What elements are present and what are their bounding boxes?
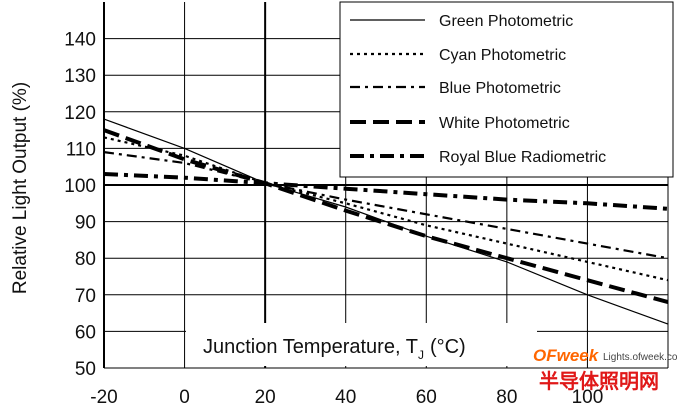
watermark-logo: OFweek Lights.ofweek.com 半导体照明网 <box>533 346 678 393</box>
y-axis-label: Relative Light Output (%) <box>10 82 31 294</box>
x-tick-60: 60 <box>416 387 437 408</box>
y-tick-80: 80 <box>75 249 96 270</box>
x-axis-label-box: Junction Temperature, TJ (°C) <box>186 323 537 366</box>
x-tick-20: 20 <box>255 387 276 408</box>
x-tick-40: 40 <box>335 387 356 408</box>
x-tick-0: 0 <box>179 387 190 408</box>
legend-box <box>339 1 674 178</box>
y-tick-70: 70 <box>75 286 96 307</box>
y-tick-130: 130 <box>64 66 96 87</box>
y-tick-140: 140 <box>64 30 96 51</box>
series-line-0 <box>103 118 669 325</box>
series-line-1 <box>103 136 669 282</box>
y-tick-100: 100 <box>64 176 96 197</box>
x-tick-100: 100 <box>572 387 604 408</box>
y-tick-120: 120 <box>64 103 96 124</box>
series-line-2 <box>103 151 669 260</box>
series-lines <box>103 118 669 325</box>
x-tick--20: -20 <box>90 387 117 408</box>
series-line-3 <box>103 128 669 305</box>
y-tick-90: 90 <box>75 213 96 234</box>
y-tick-50: 50 <box>75 359 96 380</box>
legend-label-3: White Photometric <box>439 115 570 132</box>
y-tick-60: 60 <box>75 322 96 343</box>
x-axis-label: Junction Temperature, TJ (°C) <box>203 336 466 362</box>
legend-label-2: Blue Photometric <box>439 80 561 97</box>
series-line-4 <box>103 172 669 211</box>
legend: Green Photometric Cyan Photometric Blue Ph… <box>339 1 674 178</box>
legend-label-1: Cyan Photometric <box>439 47 566 64</box>
y-tick-110: 110 <box>66 139 96 160</box>
watermark-site: Lights.ofweek.com <box>603 352 678 363</box>
watermark-cn: 半导体照明网 <box>539 369 659 393</box>
axis-ticks: 50 60 70 80 90 100 110 120 130 140 -20 0 20 40 60 80 100 <box>64 30 603 408</box>
x-tick-80: 80 <box>496 387 517 408</box>
watermark-brand: OFweek <box>533 346 600 365</box>
legend-label-0: Green Photometric <box>439 13 573 30</box>
legend-label-4: Royal Blue Radiometric <box>439 149 606 166</box>
